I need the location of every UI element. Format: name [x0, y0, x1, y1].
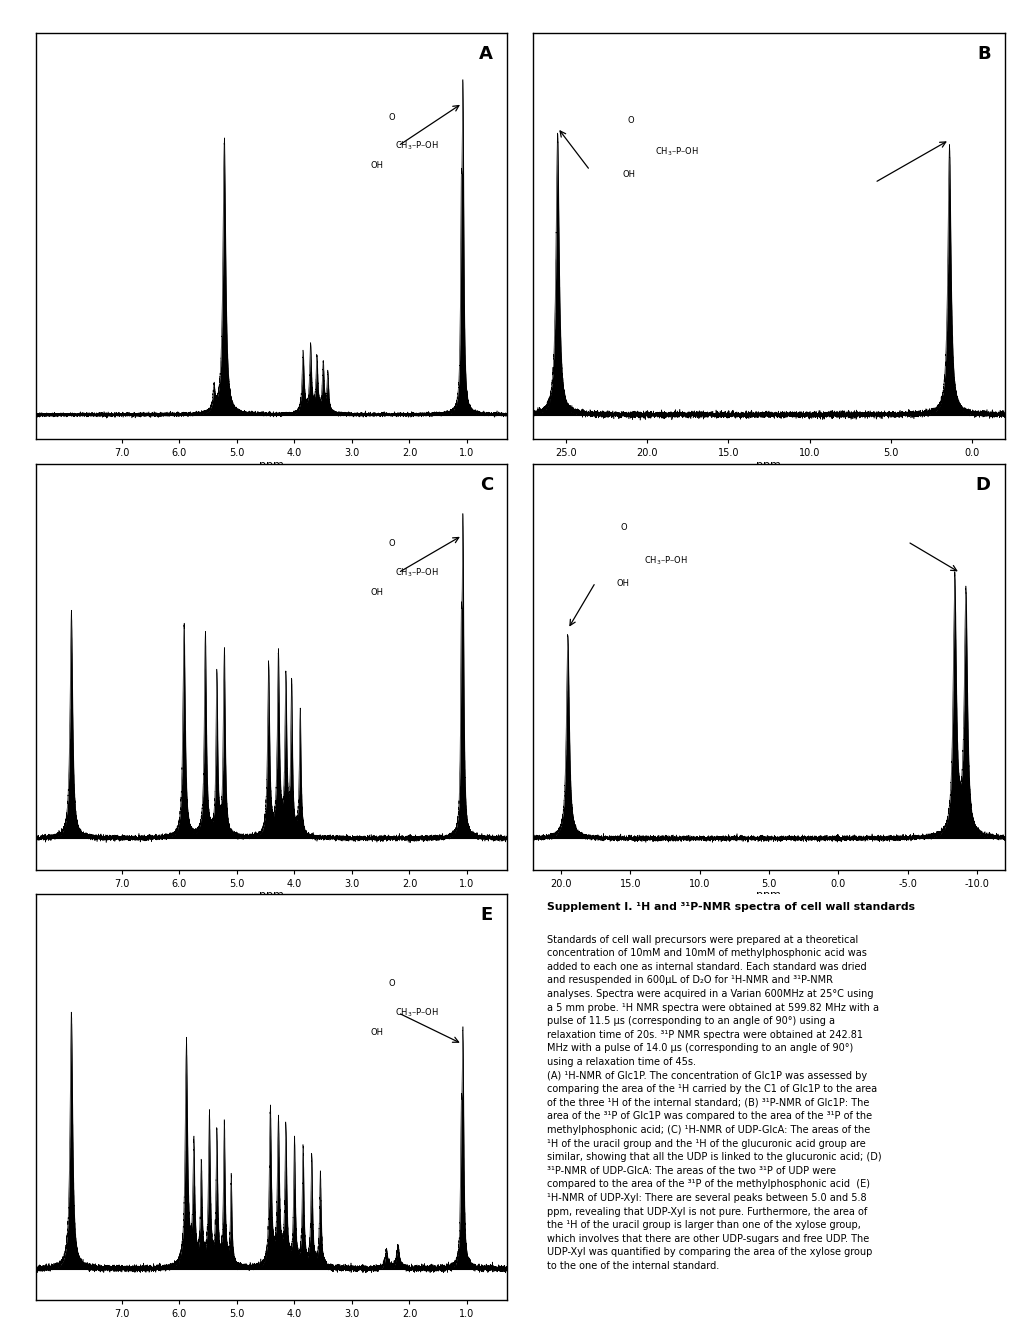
Text: O: O	[388, 112, 395, 121]
Text: O: O	[388, 539, 395, 548]
Text: OH: OH	[370, 1028, 383, 1038]
Text: O: O	[620, 523, 626, 532]
X-axis label: ppm: ppm	[259, 890, 283, 900]
X-axis label: ppm: ppm	[259, 459, 283, 470]
Text: OH: OH	[370, 161, 383, 170]
Text: OH: OH	[622, 170, 635, 180]
Text: B: B	[976, 45, 989, 63]
Text: A: A	[479, 45, 492, 63]
Text: OH: OH	[615, 579, 629, 589]
Text: D: D	[974, 475, 989, 494]
Text: CH$_3$–P–OH: CH$_3$–P–OH	[643, 554, 687, 566]
Text: CH$_3$–P–OH: CH$_3$–P–OH	[394, 140, 438, 152]
Text: C: C	[479, 475, 492, 494]
Text: O: O	[627, 116, 634, 124]
Text: E: E	[480, 907, 492, 924]
Text: Standards of cell wall precursors were prepared at a theoretical
concentration o: Standards of cell wall precursors were p…	[547, 935, 881, 1271]
Text: O: O	[388, 978, 395, 987]
Text: CH$_3$–P–OH: CH$_3$–P–OH	[394, 1007, 438, 1019]
Text: CH$_3$–P–OH: CH$_3$–P–OH	[394, 566, 438, 579]
Text: Supplement I. ¹H and ³¹P-NMR spectra of cell wall standards: Supplement I. ¹H and ³¹P-NMR spectra of …	[547, 902, 914, 912]
Text: CH$_3$–P–OH: CH$_3$–P–OH	[654, 147, 698, 158]
Text: OH: OH	[370, 589, 383, 598]
X-axis label: ppm: ppm	[756, 459, 781, 470]
X-axis label: ppm: ppm	[756, 890, 781, 900]
